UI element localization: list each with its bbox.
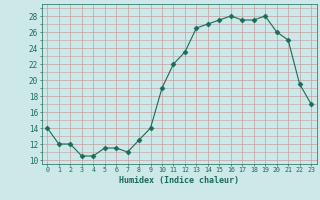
X-axis label: Humidex (Indice chaleur): Humidex (Indice chaleur) <box>119 176 239 185</box>
